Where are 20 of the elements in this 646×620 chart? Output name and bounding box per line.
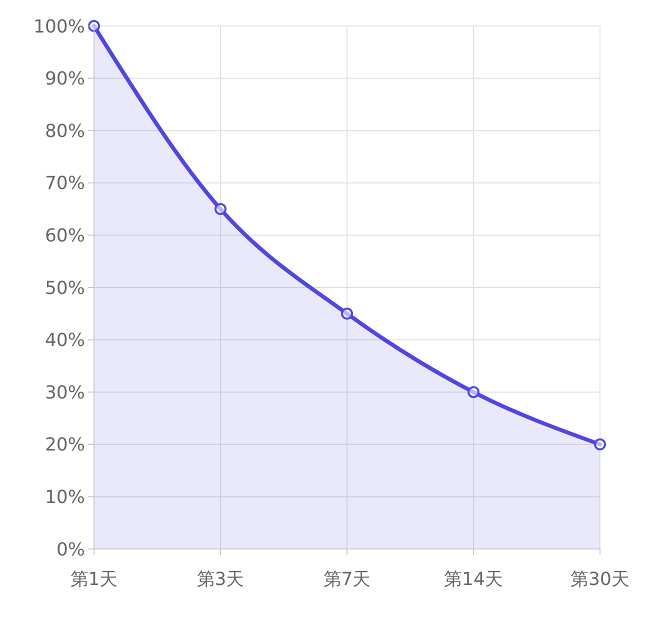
y-tick-label: 20% bbox=[44, 434, 85, 456]
x-tick-label: 第30天 bbox=[570, 569, 630, 590]
y-tick-label: 60% bbox=[44, 226, 85, 246]
x-tick-label: 第1天 bbox=[70, 569, 118, 590]
y-tick-label: 0% bbox=[56, 539, 85, 560]
point bbox=[594, 438, 606, 450]
point bbox=[341, 308, 353, 320]
y-tick-label: 50% bbox=[44, 278, 85, 299]
x-tick-label: 第3天 bbox=[196, 569, 244, 590]
y-tick-label: 70% bbox=[44, 173, 85, 194]
y-tick-label: 90% bbox=[44, 68, 85, 90]
y-tick-label: 80% bbox=[44, 120, 85, 142]
point bbox=[468, 386, 480, 398]
x-tick-label: 第7天 bbox=[323, 569, 371, 590]
y-tick-label: 10% bbox=[44, 487, 85, 508]
x-tick-label: 第14天 bbox=[444, 569, 503, 590]
y-tick-label: 30% bbox=[44, 382, 85, 404]
y-tick-label: 100% bbox=[34, 16, 85, 38]
point bbox=[214, 203, 226, 216]
y-tick-label: 40% bbox=[44, 330, 85, 352]
